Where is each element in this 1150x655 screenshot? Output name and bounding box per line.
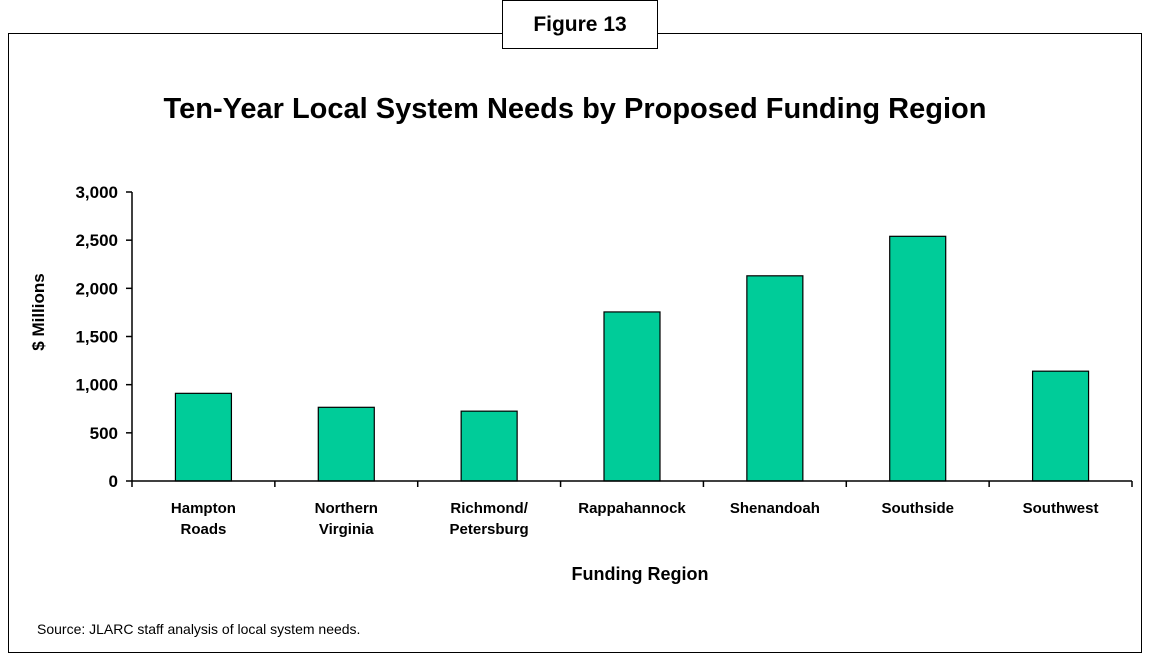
y-tick-label: 500 bbox=[90, 424, 118, 443]
bar-series bbox=[174, 235, 1090, 482]
y-tick-label: 2,000 bbox=[75, 279, 118, 298]
bar bbox=[317, 406, 375, 482]
x-tick-label: Southwest bbox=[1023, 500, 1099, 517]
x-axis-title: Funding Region bbox=[572, 564, 709, 584]
x-axis-tick-labels: Hampton Roads Northern Virginia Richmond/Pet… bbox=[171, 500, 1099, 538]
x-tick-label: Rappahannock bbox=[578, 500, 686, 517]
bar bbox=[603, 311, 661, 482]
x-tick-label: Shenandoah bbox=[730, 500, 820, 517]
y-tick-label: 3,000 bbox=[75, 183, 118, 202]
bar bbox=[1031, 370, 1090, 482]
x-tick-label: Richmond/Petersburg bbox=[450, 500, 529, 538]
bar bbox=[889, 235, 947, 482]
x-tick-label: Northern Virginia bbox=[315, 500, 378, 538]
y-tick-label: 2,500 bbox=[75, 231, 118, 250]
x-axis-ticks bbox=[131, 481, 1133, 487]
y-tick-label: 0 bbox=[109, 472, 118, 491]
bar bbox=[460, 410, 518, 482]
y-axis-title: $ Millions bbox=[29, 273, 48, 350]
x-tick-label: Hampton Roads bbox=[171, 500, 236, 538]
y-tick-label: 1,000 bbox=[75, 376, 118, 395]
bar bbox=[174, 392, 233, 482]
figure-label: Figure 13 bbox=[502, 0, 658, 49]
y-axis-tick-labels: 0 500 1,000 1,500 2,000 2,500 3,000 bbox=[75, 183, 118, 491]
chart-title: Ten-Year Local System Needs by Proposed … bbox=[163, 93, 987, 125]
source-note: Source: JLARC staff analysis of local sy… bbox=[37, 621, 361, 637]
y-tick-label: 1,500 bbox=[75, 328, 118, 347]
figure-frame bbox=[8, 33, 1142, 653]
x-tick-label: Southside bbox=[881, 500, 954, 517]
y-axis-ticks bbox=[126, 191, 132, 482]
bar bbox=[746, 275, 804, 482]
